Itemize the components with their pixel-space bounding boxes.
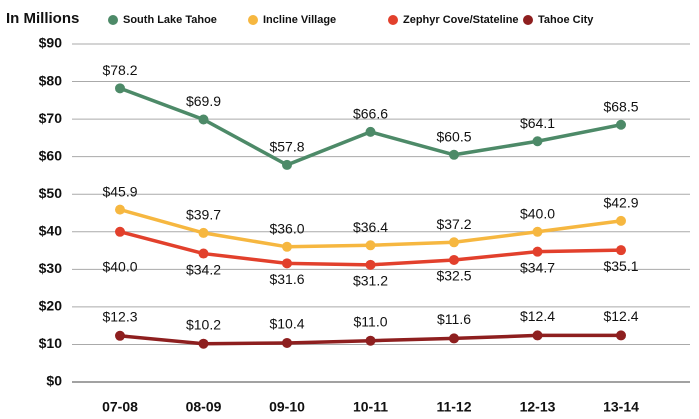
point [532, 330, 543, 341]
data-label: $35.1 [603, 258, 638, 274]
data-label: $69.9 [186, 93, 221, 109]
legend-label: Zephyr Cove/Stateline [403, 14, 519, 26]
data-label: $37.2 [436, 216, 471, 232]
legend-marker [108, 15, 118, 25]
data-label: $34.7 [520, 259, 555, 275]
point [115, 83, 125, 94]
y-tick-label: $0 [46, 373, 62, 389]
point [532, 226, 543, 237]
x-tick-label: 08-09 [186, 399, 222, 415]
legend-marker [523, 15, 533, 25]
data-label: $12.4 [603, 308, 638, 324]
point [532, 136, 543, 147]
data-label: $31.6 [269, 271, 304, 287]
point [282, 337, 292, 348]
x-tick-label: 07-08 [102, 399, 138, 415]
point [115, 330, 125, 341]
data-label: $11.0 [354, 313, 388, 329]
point [449, 254, 459, 265]
data-label: $34.2 [186, 261, 221, 277]
data-label: $40.0 [520, 205, 555, 221]
data-label: $12.4 [520, 308, 555, 324]
data-label: $66.6 [353, 106, 388, 122]
legend-marker [388, 15, 398, 25]
legend-label: Tahoe City [538, 14, 594, 26]
data-label: $36.4 [353, 219, 388, 235]
data-label: $39.7 [186, 207, 221, 223]
point [365, 335, 376, 346]
point [115, 204, 125, 215]
axis-label: In Millions [6, 10, 79, 27]
data-label: $60.5 [436, 128, 471, 144]
point [616, 119, 626, 130]
legend-marker [248, 15, 258, 25]
data-label: $32.5 [436, 268, 471, 284]
point [198, 227, 209, 238]
y-tick-label: $30 [39, 260, 63, 276]
x-tick-label: 12-13 [520, 399, 556, 415]
point [282, 241, 292, 252]
point [449, 237, 459, 248]
data-label: $42.9 [603, 195, 638, 211]
y-tick-label: $40 [39, 222, 63, 238]
data-label: $12.3 [102, 309, 137, 325]
y-tick-label: $70 [39, 110, 63, 126]
point [449, 333, 459, 344]
point [616, 330, 626, 341]
data-label: $45.9 [102, 183, 137, 199]
point [115, 226, 125, 237]
y-tick-label: $80 [39, 72, 63, 88]
point [198, 114, 209, 125]
point [616, 245, 626, 256]
point [616, 215, 626, 226]
point [198, 248, 209, 259]
legend-label: South Lake Tahoe [123, 14, 217, 26]
data-label: $68.5 [603, 98, 638, 114]
point [365, 126, 376, 137]
point [282, 159, 292, 170]
x-tick-label: 13-14 [603, 399, 639, 415]
point [198, 338, 209, 349]
point [365, 259, 376, 270]
data-label: $11.6 [437, 311, 471, 327]
x-tick-label: 09-10 [269, 399, 305, 415]
y-tick-label: $20 [39, 298, 63, 314]
data-label: $31.2 [353, 273, 388, 289]
x-tick-label: 11-12 [436, 399, 471, 415]
data-label: $64.1 [520, 115, 555, 131]
data-label: $10.4 [269, 316, 304, 332]
point [282, 258, 292, 269]
point [365, 240, 376, 251]
legend-label: Incline Village [263, 14, 336, 26]
x-tick-label: 10-11 [353, 399, 388, 415]
y-tick-label: $60 [39, 147, 63, 163]
y-tick-label: $10 [39, 335, 63, 351]
y-tick-label: $90 [39, 35, 63, 51]
point [449, 149, 459, 160]
data-label: $78.2 [102, 62, 137, 78]
data-label: $40.0 [102, 258, 137, 274]
data-label: $36.0 [269, 221, 304, 237]
point [532, 246, 543, 257]
data-label: $10.2 [186, 316, 221, 332]
data-label: $57.8 [269, 139, 304, 155]
y-tick-label: $50 [39, 185, 63, 201]
